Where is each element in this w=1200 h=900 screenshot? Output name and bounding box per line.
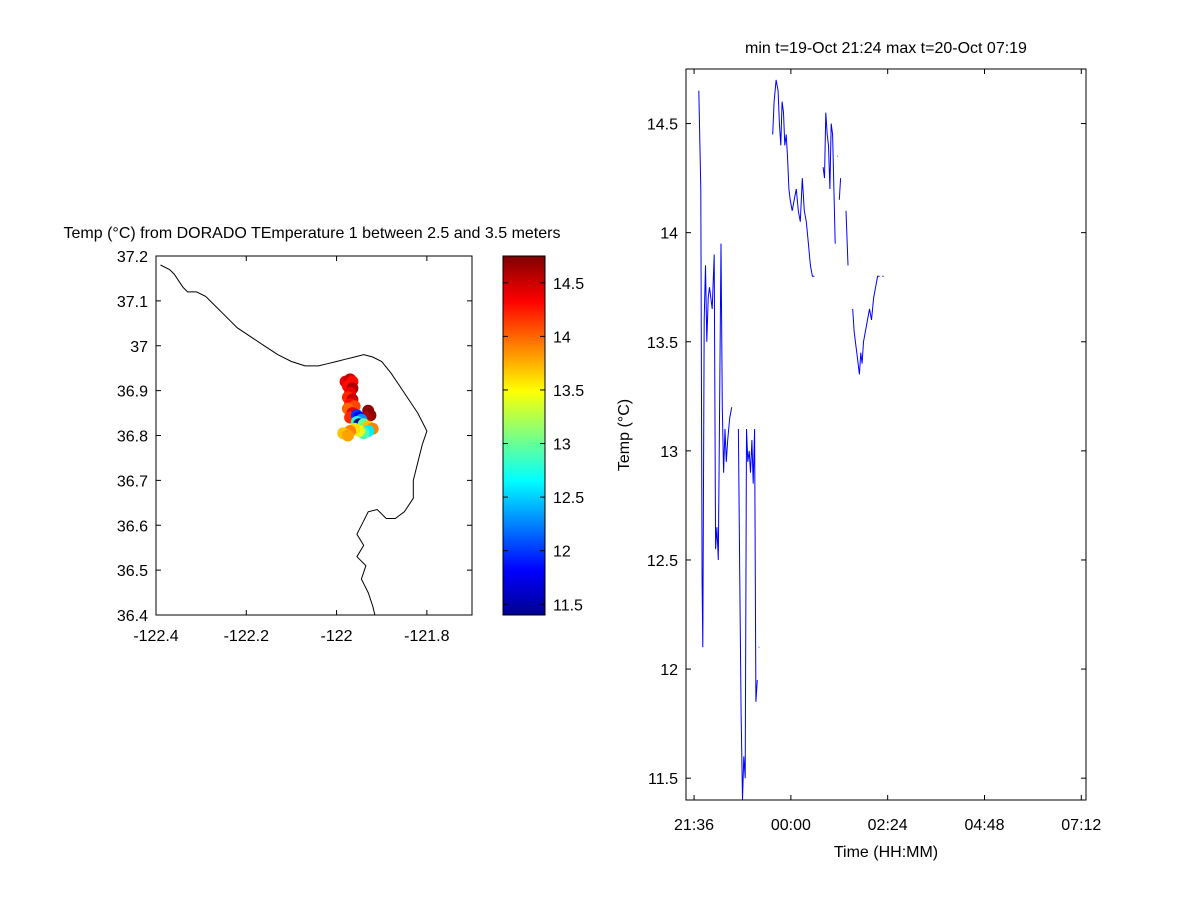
timeseries-x-tick-label: 21:36 [674,817,714,834]
temperature-line-segment [838,178,842,200]
map-x-tick-label: -122.4 [133,628,178,645]
map-x-tick-label: -121.8 [404,628,449,645]
map-y-tick-label: 36.9 [117,384,148,401]
colorbar-tick-label: 14.5 [553,276,584,293]
map-y-tick-label: 36.7 [117,473,148,490]
colorbar-tick-label: 11.5 [553,597,583,614]
timeseries-plot-area [698,79,884,800]
timeseries-y-tick-label: 13 [660,444,678,461]
colorbar: 11.5 12 12.5 13 13.5 14 14.5 [502,255,584,616]
timeseries-axes-box [685,68,1087,801]
timeseries-title: min t=19-Oct 21:24 max t=20-Oct 07:19 [745,40,1027,57]
temperature-line-segment [845,210,849,266]
temperature-line-segment [772,79,815,277]
map-y-tick-label: 36.5 [117,563,148,580]
timeseries-axis-ticks: 21:36 00:00 02:24 04:48 07:12 11.5 12 12.5 13 13.… [647,69,1101,834]
map-x-tick-label: -122.2 [224,628,269,645]
temperature-points [337,373,379,442]
map-plot-area [160,264,428,615]
map-x-tick-label: -122 [321,628,353,645]
timeseries-x-tick-label: 04:48 [964,817,1004,834]
map-y-tick-label: 37.1 [117,294,148,311]
map-y-tick-label: 36.4 [117,608,148,625]
map-y-tick-label: 36.6 [117,518,148,535]
temperature-line-segment [698,90,733,648]
timeseries-y-tick-label: 12.5 [647,553,678,570]
timeseries-y-tick-label: 14 [660,226,678,243]
temperature-line-segment [737,428,758,800]
colorbar-gradient [502,255,546,616]
colorbar-ticks: 11.5 12 12.5 13 13.5 14 14.5 [503,276,584,614]
colorbar-tick-label: 12 [553,544,571,561]
map-axes-box [155,255,473,616]
timeseries-x-tick-label: 07:12 [1061,817,1101,834]
coastline [160,264,428,615]
map-y-tick-label: 37.2 [117,249,148,266]
temperature-point [341,429,354,442]
timeseries-x-tick-label: 00:00 [771,817,811,834]
temperature-line-segment [852,275,880,375]
timeseries-y-tick-label: 12 [660,662,678,679]
map-title: Temp (°C) from DORADO TEmperature 1 betw… [64,225,561,242]
colorbar-tick-label: 13.5 [553,383,584,400]
timeseries-xlabel: Time (HH:MM) [834,844,938,861]
map-panel: Temp (°C) from DORADO TEmperature 1 betw… [64,225,561,645]
map-y-tick-label: 36.8 [117,429,148,446]
colorbar-tick-label: 14 [553,329,571,346]
map-axis-ticks: -122.4 -122.2 -122 -121.8 36.4 36.5 36.6 36.7 36… [117,249,472,645]
temperature-line-segment [822,112,836,244]
timeseries-y-tick-label: 13.5 [647,335,678,352]
timeseries-y-tick-label: 11.5 [648,771,678,788]
timeseries-y-tick-label: 14.5 [647,117,678,134]
colorbar-tick-label: 13 [553,437,571,454]
map-y-tick-label: 37 [130,339,148,356]
timeseries-ylabel: Temp (°C) [616,399,633,471]
timeseries-panel: min t=19-Oct 21:24 max t=20-Oct 07:19 21… [616,40,1101,861]
colorbar-tick-label: 12.5 [553,490,584,507]
timeseries-x-tick-label: 02:24 [868,817,908,834]
